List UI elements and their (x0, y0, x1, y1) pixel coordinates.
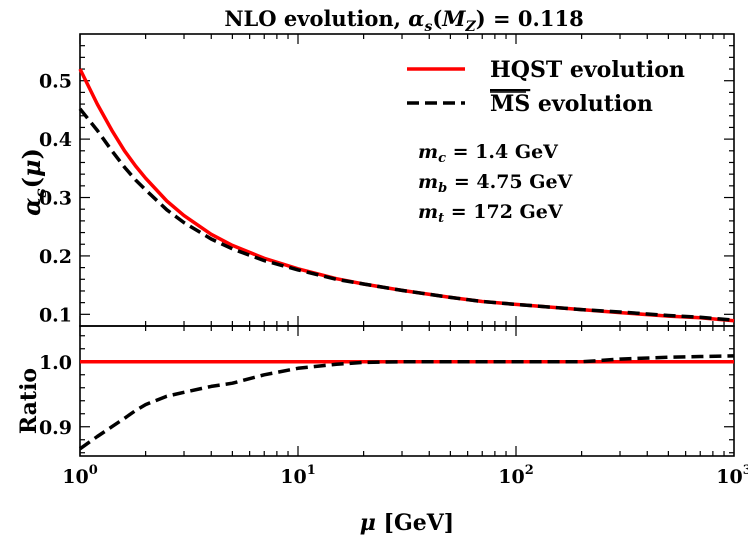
x-tick-label: 101 (280, 463, 316, 488)
upper-y-tick-label: 0.2 (39, 246, 72, 268)
mass-annotations: mc = 1.4 GeV mb = 4.75 GeV mt = 172 GeV (418, 141, 574, 226)
upper-y-axis: 0.1 0.2 0.3 0.4 0.5 (39, 45, 734, 326)
lower-plot-frame (79, 325, 735, 457)
annotation-mc: mc = 1.4 GeV (418, 141, 559, 166)
legend: HQST evolution MS evolution (407, 57, 685, 117)
x-axis-label: μ [GeV] (360, 510, 454, 536)
lower-x-axis: 100 101 102 103 (62, 326, 748, 488)
upper-y-axis-label: αs(μ) (17, 148, 50, 216)
chart-title-text: NLO evolution, (224, 6, 408, 31)
legend-label-ms: MS evolution (490, 91, 653, 117)
x-tick-label: 103 (716, 463, 748, 488)
lower-y-tick-label: 1.0 (39, 352, 72, 374)
upper-x-ticks (79, 34, 725, 326)
upper-series (78, 68, 735, 323)
annotation-mt: mt = 172 GeV (418, 201, 564, 226)
upper-panel: 0.1 0.2 0.3 0.4 0.5 αs(μ) HQST evolution MS … (17, 33, 735, 327)
upper-y-tick-label: 0.1 (39, 304, 72, 326)
upper-y-tick-label: 0.5 (39, 71, 72, 93)
lower-panel: 0.9 1.0 100 101 102 103 Ratio μ [GeV] (16, 325, 748, 536)
lower-series (78, 354, 735, 451)
lower-y-axis-label: Ratio (16, 368, 42, 434)
upper-y-tick-label: 0.3 (39, 188, 72, 210)
lower-y-axis: 0.9 1.0 (39, 335, 734, 454)
lower-y-tick-label: 0.9 (39, 417, 72, 439)
chart-title: NLO evolution, αs(MZ) = 0.118 (224, 6, 583, 35)
upper-y-tick-label: 0.4 (39, 129, 72, 151)
lower-series-ms-line (78, 354, 735, 451)
x-tick-label: 102 (498, 463, 534, 488)
x-tick-label: 100 (62, 463, 98, 488)
upper-series-ms-line (78, 107, 735, 322)
legend-label-hqst: HQST evolution (490, 57, 685, 83)
annotation-mb: mb = 4.75 GeV (418, 171, 574, 196)
